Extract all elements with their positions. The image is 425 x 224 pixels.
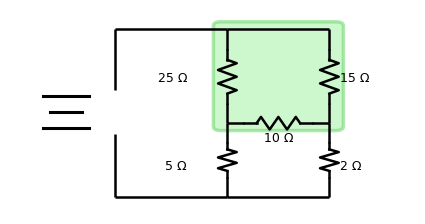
Text: 10 Ω: 10 Ω [264, 132, 293, 145]
Text: 25 Ω: 25 Ω [158, 72, 187, 85]
Text: 2 Ω: 2 Ω [340, 160, 362, 173]
Text: 15 Ω: 15 Ω [340, 72, 369, 85]
Text: 5 Ω: 5 Ω [165, 160, 187, 173]
FancyBboxPatch shape [213, 22, 343, 131]
